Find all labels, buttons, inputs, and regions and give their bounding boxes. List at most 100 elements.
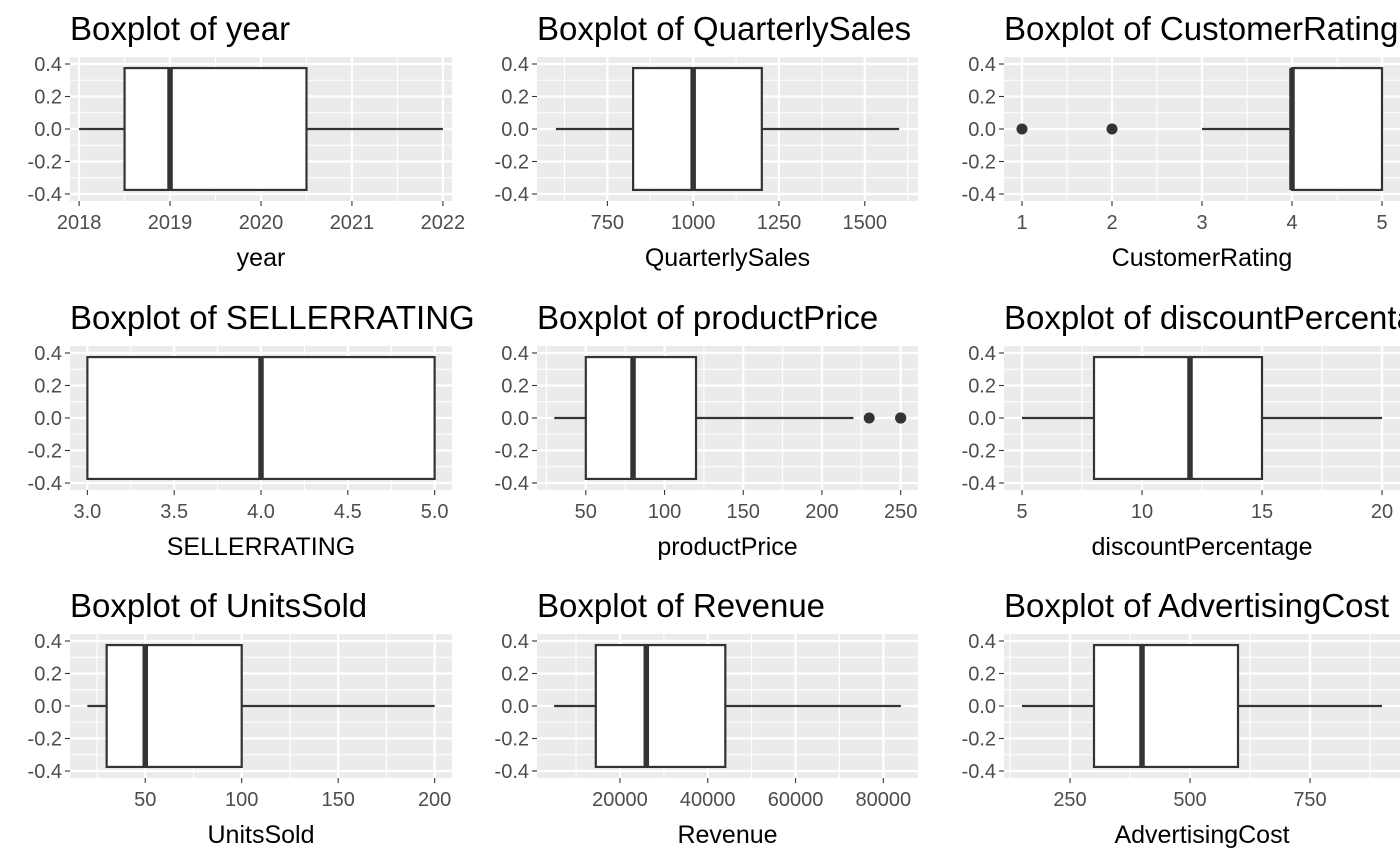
y-tick-label: 0.0 — [34, 119, 62, 141]
y-tick-label: -0.4 — [495, 473, 529, 495]
x-tick-label: 50 — [575, 501, 597, 523]
box-iqr — [632, 66, 763, 192]
boxplot — [86, 355, 436, 481]
x-tick-label: 250 — [1053, 789, 1086, 811]
y-tick-label: 0.2 — [501, 376, 529, 398]
y-tick-label: -0.4 — [495, 761, 529, 783]
y-tick-label: 0.2 — [968, 664, 996, 686]
x-axis-title: Revenue — [677, 821, 777, 849]
y-tick-label: 0.2 — [968, 376, 996, 398]
y-tick-label: -0.2 — [28, 729, 62, 751]
panel-sellerrating: -0.4 -0.2 0.0 0.2 0.4 3.0 3.5 4.0 4.5 5.0 SELLERRA… — [28, 299, 475, 561]
y-tick-label: 0.4 — [501, 343, 529, 365]
boxplot — [1022, 355, 1382, 481]
panel-title: Boxplot of AdvertisingCost — [1004, 587, 1389, 624]
x-tick-label: 250 — [884, 501, 917, 523]
y-tick-label: 0.4 — [34, 54, 62, 76]
y-tick-label: -0.4 — [28, 473, 62, 495]
panel-title: Boxplot of Revenue — [537, 587, 825, 624]
y-tick-label: 0.4 — [501, 631, 529, 653]
box-iqr — [1092, 355, 1264, 481]
x-tick-label: 2 — [1106, 212, 1117, 234]
x-axis-title: SELLERRATING — [167, 533, 355, 561]
y-tick-label: -0.4 — [962, 473, 996, 495]
panel-title: Boxplot of productPrice — [537, 299, 878, 336]
y-tick-label: -0.4 — [28, 761, 62, 783]
y-tick-label: -0.2 — [495, 441, 529, 463]
panel-customerrating: -0.4 -0.2 0.0 0.2 0.4 1 2 3 4 5 CustomerRating Boxp… — [962, 10, 1400, 272]
y-tick-label: -0.4 — [495, 184, 529, 206]
x-tick-label: 3 — [1196, 212, 1207, 234]
x-axis-title: year — [237, 244, 286, 272]
x-tick-label: 20 — [1371, 501, 1393, 523]
x-tick-label: 150 — [727, 501, 760, 523]
x-tick-label: 500 — [1173, 789, 1206, 811]
x-tick-label: 4.0 — [247, 501, 275, 523]
y-tick-label: -0.2 — [962, 729, 996, 751]
x-tick-label: 40000 — [680, 789, 736, 811]
y-tick-label: 0.2 — [501, 87, 529, 109]
boxplot — [1022, 643, 1382, 769]
y-tick-label: 0.2 — [34, 376, 62, 398]
x-tick-label: 1 — [1016, 212, 1027, 234]
x-tick-label: 2018 — [57, 212, 102, 234]
x-tick-label: 2020 — [239, 212, 284, 234]
box-iqr — [105, 643, 243, 769]
x-tick-label: 15 — [1251, 501, 1273, 523]
x-tick-label: 750 — [1293, 789, 1326, 811]
x-tick-label: 2019 — [148, 212, 193, 234]
y-tick-label: -0.4 — [962, 761, 996, 783]
x-axis-title: AdvertisingCost — [1114, 821, 1289, 849]
x-tick-label: 5 — [1016, 501, 1027, 523]
outlier-point — [1106, 123, 1118, 135]
y-tick-label: -0.2 — [28, 152, 62, 174]
x-tick-label: 5.0 — [421, 501, 449, 523]
y-tick-label: 0.0 — [501, 696, 529, 718]
panel-advertisingcost: -0.4 -0.2 0.0 0.2 0.4 250 500 750AdvertisingCos… — [962, 587, 1400, 849]
box-iqr — [123, 66, 308, 192]
x-tick-label: 2021 — [330, 212, 375, 234]
outlier-point — [895, 412, 907, 424]
y-tick-label: 0.4 — [501, 54, 529, 76]
x-tick-label: 200 — [418, 789, 451, 811]
x-axis-title: QuarterlySales — [645, 244, 810, 272]
x-axis-title: productPrice — [657, 533, 797, 561]
panel-revenue: -0.4 -0.2 0.0 0.2 0.4 20000 40000 60000 80000 Rev… — [495, 587, 918, 849]
y-tick-label: 0.2 — [968, 87, 996, 109]
boxplot — [79, 66, 443, 192]
box-iqr — [594, 643, 727, 769]
y-tick-label: -0.4 — [962, 184, 996, 206]
outlier-point — [863, 412, 875, 424]
x-tick-label: 3.0 — [73, 501, 101, 523]
y-tick-label: 0.0 — [968, 408, 996, 430]
panel-title: Boxplot of SELLERRATING — [70, 299, 475, 336]
x-tick-label: 10 — [1131, 501, 1153, 523]
boxplot — [554, 355, 907, 481]
y-tick-label: -0.2 — [962, 441, 996, 463]
x-tick-label: 2022 — [421, 212, 466, 234]
x-tick-label: 1250 — [757, 212, 802, 234]
x-tick-label: 3.5 — [160, 501, 188, 523]
y-tick-label: 0.0 — [968, 696, 996, 718]
y-tick-label: 0.0 — [501, 408, 529, 430]
x-tick-label: 200 — [805, 501, 838, 523]
x-tick-label: 60000 — [768, 789, 824, 811]
boxplot — [87, 643, 435, 769]
x-tick-label: 150 — [321, 789, 354, 811]
x-tick-label: 1000 — [671, 212, 716, 234]
y-tick-label: 0.4 — [34, 631, 62, 653]
panel-title: Boxplot of CustomerRating — [1004, 10, 1398, 47]
y-tick-label: -0.4 — [28, 184, 62, 206]
panel-title: Boxplot of discountPercentage — [1004, 299, 1400, 336]
y-tick-label: 0.4 — [968, 343, 996, 365]
x-axis-title: discountPercentage — [1092, 533, 1313, 561]
boxplot — [554, 643, 901, 769]
panel-quarterlysales: -0.4 -0.2 0.0 0.2 0.4 750 1000 1250 1500 Quarterl… — [495, 10, 918, 272]
panel-productprice: -0.4 -0.2 0.0 0.2 0.4 50 100 150 200 250 productPr… — [495, 299, 918, 561]
y-tick-label: 0.2 — [34, 664, 62, 686]
x-axis-title: UnitsSold — [208, 821, 315, 849]
boxplot — [555, 66, 900, 192]
y-tick-label: -0.2 — [28, 441, 62, 463]
x-tick-label: 750 — [591, 212, 624, 234]
